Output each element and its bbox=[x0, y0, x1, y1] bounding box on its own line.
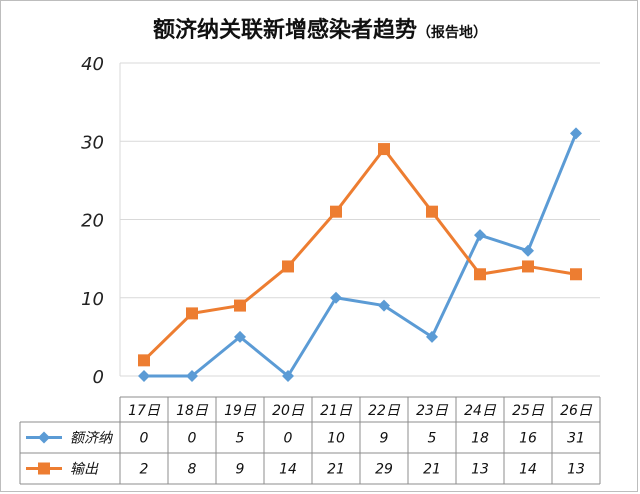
table-cell-value: 16 bbox=[519, 431, 537, 447]
table-cell-value: 14 bbox=[279, 462, 297, 478]
table-cell-value: 5 bbox=[236, 431, 245, 447]
data-point bbox=[138, 370, 150, 382]
y-tick-label: 20 bbox=[81, 211, 104, 232]
legend-label: 输出 bbox=[70, 462, 99, 478]
table-cell-value: 10 bbox=[327, 431, 345, 447]
table-cell-value: 0 bbox=[140, 431, 149, 447]
legend-marker bbox=[38, 431, 50, 444]
table-cell-value: 0 bbox=[284, 431, 293, 447]
category-label: 25日 bbox=[512, 403, 545, 419]
table-cell-value: 0 bbox=[188, 431, 197, 447]
data-point bbox=[186, 370, 198, 382]
data-point bbox=[282, 370, 294, 382]
table-cell-value: 13 bbox=[567, 462, 585, 478]
data-point bbox=[378, 299, 390, 312]
series-line-0 bbox=[144, 132, 578, 378]
category-label: 24日 bbox=[464, 403, 497, 419]
data-point bbox=[522, 244, 534, 257]
data-point bbox=[522, 260, 534, 273]
data-point bbox=[426, 330, 438, 343]
category-label: 17日 bbox=[128, 403, 161, 419]
data-point bbox=[330, 205, 342, 218]
legend-label: 额济纳 bbox=[70, 431, 114, 447]
data-point bbox=[282, 260, 294, 273]
category-label: 23日 bbox=[416, 403, 449, 419]
y-tick-label: 10 bbox=[81, 289, 104, 310]
chart-title-main: 额济纳关联新增感染者趋势 bbox=[152, 17, 417, 43]
data-point bbox=[570, 127, 582, 140]
table-cell-value: 21 bbox=[423, 462, 441, 478]
data-point bbox=[474, 229, 486, 242]
data-point bbox=[234, 299, 246, 312]
data-point bbox=[570, 268, 582, 281]
data-point bbox=[234, 330, 246, 343]
chart-title: 额济纳关联新增感染者趋势（报告地） bbox=[0, 12, 640, 44]
table-cell-value: 14 bbox=[519, 462, 537, 478]
y-tick-label: 0 bbox=[93, 367, 104, 388]
category-label: 19日 bbox=[224, 403, 257, 419]
category-label: 22日 bbox=[368, 403, 401, 419]
y-tick-label: 30 bbox=[81, 132, 104, 153]
table-cell-value: 31 bbox=[567, 431, 585, 447]
table-cell-value: 18 bbox=[471, 431, 489, 447]
series-line-1 bbox=[142, 147, 577, 362]
chart-subtitle: （报告地） bbox=[417, 25, 487, 41]
data-point bbox=[378, 143, 390, 156]
table-cell-value: 29 bbox=[375, 462, 393, 478]
legend-marker bbox=[38, 462, 50, 475]
category-label: 26日 bbox=[560, 403, 593, 419]
table-cell-value: 9 bbox=[380, 431, 389, 447]
table-cell-value: 8 bbox=[188, 462, 197, 478]
data-point bbox=[186, 307, 198, 320]
data-point bbox=[330, 291, 342, 304]
category-label: 18日 bbox=[176, 403, 209, 419]
data-point bbox=[474, 268, 486, 281]
table-cell-value: 5 bbox=[428, 431, 437, 447]
table-cell-value: 9 bbox=[236, 462, 245, 478]
table-cell-value: 21 bbox=[327, 462, 345, 478]
table-cell-value: 13 bbox=[471, 462, 489, 478]
y-tick-label: 40 bbox=[81, 54, 104, 75]
category-label: 20日 bbox=[272, 403, 305, 419]
data-point bbox=[138, 354, 150, 367]
data-point bbox=[426, 205, 438, 218]
category-label: 21日 bbox=[320, 403, 353, 419]
table-cell-value: 2 bbox=[140, 462, 149, 478]
